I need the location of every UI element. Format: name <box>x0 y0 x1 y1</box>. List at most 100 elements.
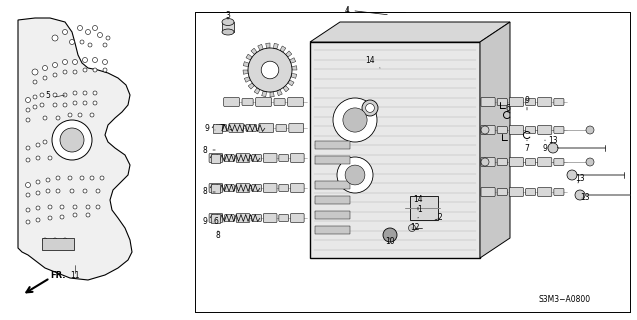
Circle shape <box>63 103 67 107</box>
Circle shape <box>96 205 100 209</box>
Polygon shape <box>251 48 257 54</box>
Text: 8: 8 <box>216 230 220 239</box>
Circle shape <box>53 73 57 77</box>
Circle shape <box>63 70 67 74</box>
Circle shape <box>567 170 577 180</box>
Ellipse shape <box>222 19 234 26</box>
Text: 11: 11 <box>70 270 80 279</box>
FancyBboxPatch shape <box>279 214 289 221</box>
Bar <box>222 22 234 32</box>
Bar <box>315 196 350 204</box>
Circle shape <box>63 238 67 242</box>
FancyBboxPatch shape <box>526 188 536 196</box>
Circle shape <box>103 43 107 47</box>
Polygon shape <box>288 80 294 86</box>
Polygon shape <box>480 22 510 258</box>
FancyBboxPatch shape <box>242 99 253 106</box>
Circle shape <box>481 158 489 166</box>
Circle shape <box>53 103 57 107</box>
FancyBboxPatch shape <box>263 213 277 222</box>
Circle shape <box>69 39 75 44</box>
Circle shape <box>90 176 94 180</box>
FancyBboxPatch shape <box>526 126 536 133</box>
Circle shape <box>586 126 594 134</box>
Circle shape <box>43 116 47 120</box>
Polygon shape <box>18 18 132 280</box>
FancyBboxPatch shape <box>554 188 564 196</box>
Circle shape <box>548 143 558 153</box>
Circle shape <box>86 213 90 217</box>
Bar <box>315 226 350 234</box>
Text: 8: 8 <box>203 146 215 155</box>
Circle shape <box>248 48 292 92</box>
Circle shape <box>73 213 77 217</box>
Polygon shape <box>292 66 297 70</box>
Polygon shape <box>254 88 260 94</box>
Circle shape <box>333 98 377 142</box>
Circle shape <box>43 238 47 242</box>
Circle shape <box>68 176 72 180</box>
Circle shape <box>32 69 38 75</box>
Circle shape <box>80 40 84 44</box>
Bar <box>210 213 220 222</box>
Polygon shape <box>248 83 254 89</box>
Circle shape <box>26 146 30 150</box>
FancyBboxPatch shape <box>209 213 223 222</box>
Circle shape <box>362 100 378 116</box>
Circle shape <box>36 156 40 160</box>
Circle shape <box>83 189 87 193</box>
Circle shape <box>92 58 97 62</box>
Bar <box>315 156 350 164</box>
Text: 2: 2 <box>435 213 442 222</box>
FancyBboxPatch shape <box>236 213 250 222</box>
Bar <box>210 183 220 193</box>
Circle shape <box>40 103 44 107</box>
FancyBboxPatch shape <box>510 125 524 134</box>
Circle shape <box>52 35 58 41</box>
Circle shape <box>62 60 68 65</box>
Circle shape <box>83 91 87 95</box>
Circle shape <box>68 113 72 117</box>
Bar <box>315 181 350 189</box>
Text: 9: 9 <box>543 140 547 153</box>
FancyBboxPatch shape <box>288 98 303 107</box>
FancyBboxPatch shape <box>263 154 277 163</box>
Polygon shape <box>277 90 282 96</box>
Circle shape <box>26 208 30 212</box>
FancyBboxPatch shape <box>274 99 285 106</box>
Circle shape <box>26 193 30 197</box>
Circle shape <box>586 158 594 166</box>
Circle shape <box>366 104 375 112</box>
Text: 12: 12 <box>410 223 420 233</box>
Text: 8: 8 <box>203 188 215 196</box>
Circle shape <box>26 158 30 162</box>
Polygon shape <box>266 43 270 48</box>
Polygon shape <box>310 22 510 42</box>
Circle shape <box>337 157 373 193</box>
Circle shape <box>78 26 83 30</box>
FancyBboxPatch shape <box>279 185 289 191</box>
FancyBboxPatch shape <box>225 155 234 162</box>
Circle shape <box>96 189 100 193</box>
Text: 14: 14 <box>365 55 380 68</box>
Circle shape <box>343 108 367 132</box>
Circle shape <box>92 26 97 30</box>
Circle shape <box>60 205 64 209</box>
Circle shape <box>33 80 37 84</box>
Circle shape <box>86 205 90 209</box>
FancyBboxPatch shape <box>526 158 536 165</box>
Circle shape <box>36 191 40 195</box>
Circle shape <box>56 116 60 120</box>
FancyBboxPatch shape <box>538 157 552 166</box>
Circle shape <box>83 68 87 72</box>
Circle shape <box>103 68 107 72</box>
Polygon shape <box>291 74 297 78</box>
FancyBboxPatch shape <box>289 124 304 132</box>
FancyBboxPatch shape <box>252 185 261 191</box>
Circle shape <box>26 108 30 112</box>
Circle shape <box>73 101 77 105</box>
Circle shape <box>33 105 37 109</box>
Text: 1: 1 <box>418 205 422 218</box>
Circle shape <box>26 220 30 224</box>
FancyBboxPatch shape <box>209 183 223 193</box>
